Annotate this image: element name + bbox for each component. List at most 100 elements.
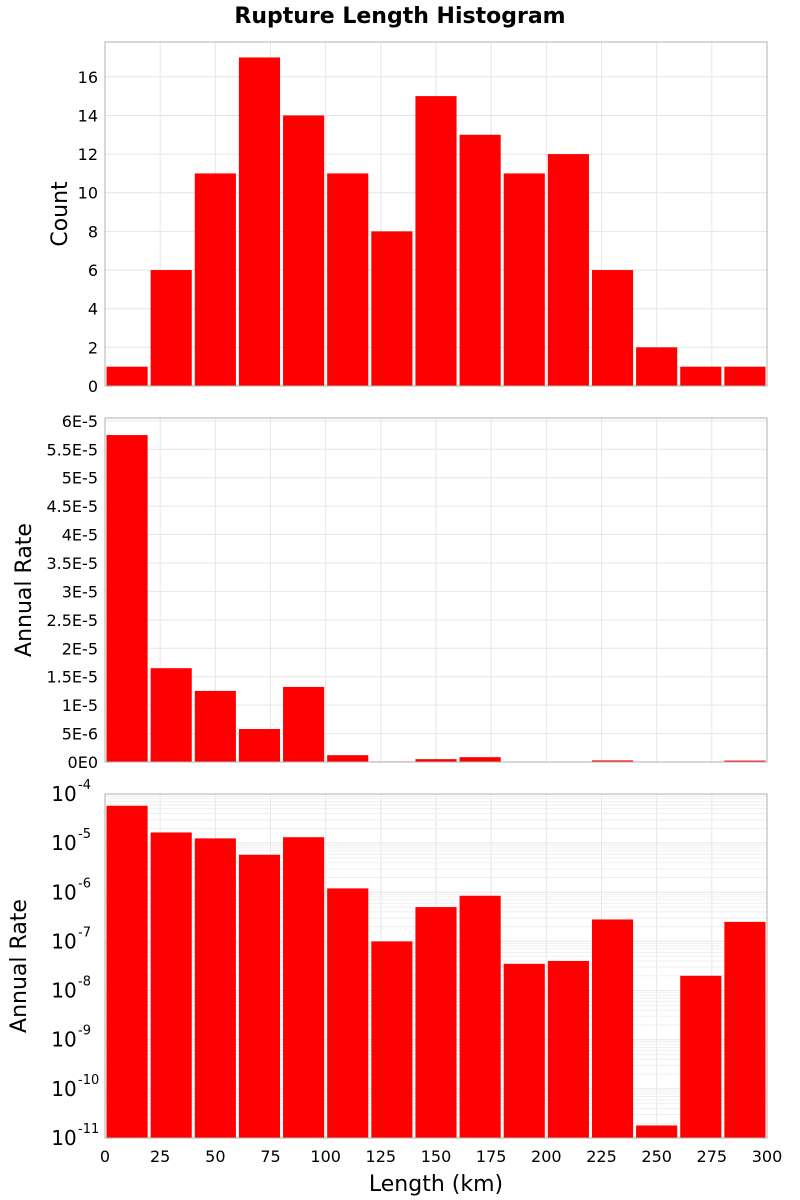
y-tick-label: 10 xyxy=(51,1028,76,1052)
y-tick-labels: 0 2 4 6 8 10 12 14 16 xyxy=(78,68,98,396)
y-tick-label: 1E-5 xyxy=(62,696,98,715)
y-tick-exponent: -6 xyxy=(78,876,91,891)
y-tick-label: 12 xyxy=(78,145,98,164)
x-tick-label: 250 xyxy=(641,1147,672,1166)
histogram-bar xyxy=(371,231,413,386)
histogram-bar xyxy=(194,690,236,762)
chart-title: Rupture Length Histogram xyxy=(234,4,565,29)
histogram-bar xyxy=(591,919,634,1138)
y-tick-label: 5E-6 xyxy=(62,725,98,744)
y-tick-label: 2 xyxy=(88,338,98,357)
x-tick-label: 50 xyxy=(205,1147,225,1166)
histogram-bar xyxy=(547,154,589,386)
histogram-bar xyxy=(724,921,766,1138)
histogram-bar xyxy=(194,173,236,386)
y-tick-label: 8 xyxy=(88,222,98,241)
y-tick-label: 3E-5 xyxy=(62,582,98,601)
x-tick-label: 200 xyxy=(531,1147,562,1166)
x-tick-label: 75 xyxy=(260,1147,280,1166)
histogram-bar xyxy=(636,1125,678,1138)
y-tick-label: 6 xyxy=(88,261,98,280)
x-axis: 0 25 50 75 100 125 150 175 200 225 250 275 300 xyxy=(100,1147,782,1166)
x-tick-label: 100 xyxy=(310,1147,341,1166)
y-tick-exponent: -8 xyxy=(78,975,91,990)
x-tick-label: 175 xyxy=(476,1147,507,1166)
histogram-bar xyxy=(415,907,457,1138)
histogram-bar xyxy=(150,668,192,762)
y-tick-exponent: -7 xyxy=(78,925,91,940)
y-tick-label: 14 xyxy=(78,106,98,125)
histogram-bar xyxy=(459,134,501,386)
y-tick-exponent: -11 xyxy=(78,1122,99,1137)
bars xyxy=(106,57,766,387)
histogram-bar xyxy=(591,270,634,386)
y-tick-label: 10 xyxy=(51,979,76,1003)
y-tick-label: 10 xyxy=(51,929,76,953)
y-tick-label: 10 xyxy=(51,831,76,855)
histogram-bar xyxy=(106,366,148,386)
histogram-bar xyxy=(459,757,501,762)
histogram-bar xyxy=(503,963,545,1138)
y-axis-label: Count xyxy=(48,181,73,247)
histogram-bar xyxy=(724,366,766,386)
histogram-bar xyxy=(680,366,722,386)
y-tick-label: 3.5E-5 xyxy=(46,554,98,573)
y-tick-label: 10 xyxy=(51,1126,76,1150)
histogram-bar xyxy=(106,805,148,1138)
x-axis-label: Length (km) xyxy=(369,1172,503,1197)
histogram-bar xyxy=(547,960,589,1138)
x-tick-label: 0 xyxy=(100,1147,110,1166)
histogram-bar xyxy=(327,173,369,386)
histogram-bar xyxy=(150,832,192,1138)
y-tick-label: 16 xyxy=(78,68,98,87)
x-tick-label: 150 xyxy=(421,1147,452,1166)
y-tick-labels: 0E0 5E-6 1E-5 1.5E-5 2E-5 2.5E-5 3E-5 3.5E-5 4E-… xyxy=(46,412,98,772)
bars xyxy=(106,435,766,762)
histogram-bar xyxy=(283,837,325,1138)
y-tick-exponent: -9 xyxy=(78,1024,91,1039)
count-panel: 0 2 4 6 8 10 12 14 16 Count xyxy=(48,41,768,396)
y-tick-label: 1.5E-5 xyxy=(46,668,98,687)
plot-frame xyxy=(104,417,768,763)
histogram-bar xyxy=(238,854,281,1138)
histogram-bar xyxy=(371,941,413,1138)
y-axis-label: Annual Rate xyxy=(12,523,37,657)
x-tick-label: 275 xyxy=(697,1147,728,1166)
y-tick-exponent: -5 xyxy=(78,827,91,842)
histogram-bar xyxy=(327,888,369,1138)
y-tick-exponent: -4 xyxy=(78,778,91,793)
y-tick-label: 10 xyxy=(78,184,98,203)
x-tick-label: 225 xyxy=(586,1147,617,1166)
x-tick-label: 300 xyxy=(752,1147,783,1166)
histogram-bar xyxy=(194,838,236,1138)
histogram-bar xyxy=(636,347,678,386)
y-tick-label: 4E-5 xyxy=(62,526,98,545)
y-tick-label: 0 xyxy=(88,377,98,396)
plot-frame xyxy=(104,41,768,387)
x-tick-label: 25 xyxy=(150,1147,170,1166)
y-tick-label: 0E0 xyxy=(68,753,98,772)
histogram-bar xyxy=(459,895,501,1138)
y-tick-label: 4.5E-5 xyxy=(46,497,98,516)
histogram-bar xyxy=(415,96,457,386)
histogram-bar xyxy=(106,435,148,762)
plot-frame xyxy=(104,793,768,1139)
y-tick-label: 4 xyxy=(88,300,98,319)
histogram-bar xyxy=(503,173,545,386)
histogram-bar xyxy=(591,760,634,762)
annual-rate-linear-panel: 0E0 5E-6 1E-5 1.5E-5 2E-5 2.5E-5 3E-5 3.5E-5 4E-… xyxy=(12,412,768,772)
histogram-bar xyxy=(327,755,369,762)
histogram-bar xyxy=(680,975,722,1138)
histogram-bar xyxy=(283,686,325,762)
histogram-bar xyxy=(724,760,766,762)
y-tick-label: 10 xyxy=(51,880,76,904)
y-axis-label: Annual Rate xyxy=(7,899,32,1033)
histogram-bar xyxy=(150,270,192,386)
histogram-bar xyxy=(415,759,457,762)
histogram-bar xyxy=(283,115,325,386)
y-tick-label: 10 xyxy=(51,1077,76,1101)
histogram-bar xyxy=(238,57,281,387)
y-tick-label: 5E-5 xyxy=(62,469,98,488)
